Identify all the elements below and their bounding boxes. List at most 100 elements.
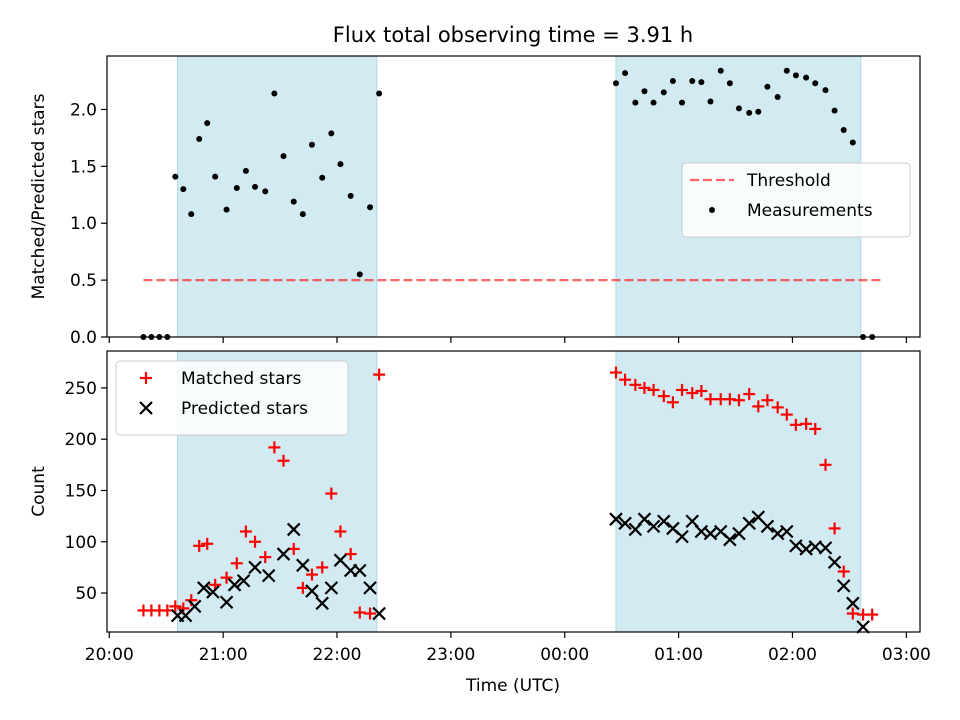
data-point — [752, 400, 765, 413]
data-point — [249, 535, 262, 548]
data-point — [866, 608, 879, 621]
x-tick-label: 22:00 — [313, 645, 362, 665]
data-point — [271, 90, 278, 97]
data-point — [669, 78, 676, 85]
data-point — [609, 512, 623, 526]
data-point — [846, 607, 859, 620]
data-point — [230, 557, 243, 570]
data-point — [193, 539, 206, 552]
legend: Threshold Measurements — [681, 162, 911, 238]
x-tick-label: 00:00 — [540, 645, 589, 665]
data-point — [180, 186, 187, 193]
data-point — [305, 584, 319, 598]
legend-marker — [709, 207, 715, 213]
data-point — [732, 526, 746, 541]
data-point — [703, 526, 718, 541]
x-tick-label: 03:00 — [882, 645, 931, 665]
data-point — [827, 555, 842, 570]
data-point — [819, 458, 832, 471]
data-point — [305, 568, 318, 581]
data-point — [299, 211, 306, 218]
data-point — [609, 366, 622, 379]
y-tick-label: 0.5 — [70, 271, 97, 291]
data-point — [212, 173, 219, 180]
data-point — [347, 192, 354, 199]
data-point — [248, 560, 262, 575]
data-point — [732, 394, 745, 407]
data-point — [316, 561, 329, 574]
data-point — [353, 606, 366, 619]
data-point — [840, 126, 847, 133]
axes-frame — [106, 350, 921, 633]
data-point — [290, 198, 297, 205]
top-panel: 0.0 0.5 1.0 1.5 2.0 Matched/Predicted stars Th… — [29, 55, 921, 348]
data-point — [831, 107, 838, 114]
data-point — [650, 99, 657, 106]
data-point — [779, 524, 794, 539]
data-point — [328, 130, 335, 137]
data-point — [856, 620, 870, 634]
data-point — [723, 532, 737, 547]
data-point — [822, 87, 829, 94]
data-point — [353, 563, 367, 578]
data-point — [637, 512, 652, 526]
data-point — [236, 573, 251, 588]
data-point — [169, 600, 182, 613]
data-point — [296, 558, 310, 573]
data-point — [201, 537, 214, 550]
data-point — [780, 408, 793, 421]
x-axis-label: Time (UTC) — [465, 676, 560, 696]
data-point — [188, 211, 195, 218]
data-point — [325, 487, 338, 500]
x-tick-label: 23:00 — [426, 645, 475, 665]
data-point — [372, 606, 386, 621]
data-point — [800, 417, 813, 430]
data-point — [227, 578, 242, 592]
data-point — [704, 393, 717, 406]
chart-title: Flux total observing time = 3.91 h — [333, 23, 693, 47]
data-point — [726, 80, 733, 87]
series-matched-stars — [137, 366, 879, 621]
legend-marker — [139, 401, 153, 415]
data-point — [280, 153, 287, 160]
data-point — [204, 120, 211, 127]
y-axis-label: Matched/Predicted stars — [29, 93, 49, 299]
data-point — [717, 67, 724, 74]
data-point — [172, 173, 179, 180]
data-point — [612, 80, 619, 87]
data-point — [755, 108, 762, 115]
data-point — [837, 565, 850, 578]
data-point — [743, 388, 756, 401]
data-point — [308, 141, 315, 148]
data-point — [761, 394, 774, 407]
data-point — [660, 89, 667, 96]
data-point — [219, 595, 234, 610]
data-point — [695, 384, 708, 397]
data-point — [818, 541, 833, 555]
data-point — [206, 585, 220, 599]
data-point — [657, 514, 671, 529]
data-point — [333, 553, 348, 567]
data-point — [689, 78, 696, 85]
data-point — [373, 368, 386, 381]
data-point — [638, 381, 651, 394]
y-tick-label: 50 — [75, 584, 97, 604]
data-point — [679, 99, 686, 106]
data-point — [315, 596, 329, 611]
y-tick-label: 150 — [65, 481, 97, 501]
data-point — [686, 387, 699, 400]
data-point — [707, 98, 714, 105]
data-point — [657, 390, 670, 403]
data-point — [647, 383, 660, 396]
x-tick-label: 01:00 — [654, 645, 703, 665]
data-point — [259, 551, 272, 564]
legend-label: Measurements — [747, 201, 873, 221]
data-point — [276, 547, 291, 561]
data-point — [376, 90, 383, 97]
data-point — [286, 522, 301, 537]
data-point — [828, 522, 841, 535]
data-point — [774, 93, 781, 100]
data-point — [646, 519, 661, 534]
data-point — [337, 161, 344, 168]
